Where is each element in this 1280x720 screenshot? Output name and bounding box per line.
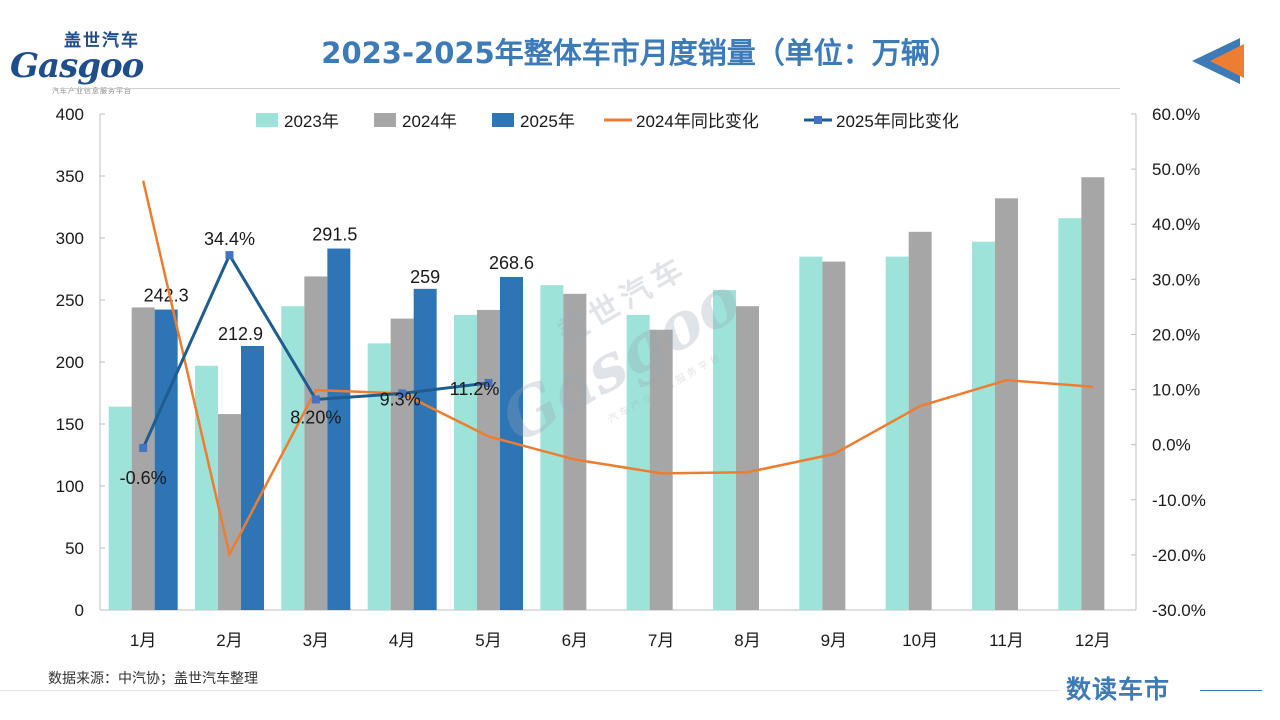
y-right-tick-label: -20.0% [1152, 546, 1206, 565]
y-right-tick-label: -10.0% [1152, 491, 1206, 510]
bar-label-2025: 259 [410, 267, 440, 287]
bar-2024年 [477, 309, 500, 610]
x-tick-label: 8月 [734, 631, 760, 650]
sales-chart: 0 50 100 150 200 250 300 350 400 -30.0% -20.0% -10.… [56, 105, 1206, 650]
x-tick-label: 4月 [389, 631, 415, 650]
bar-2023年 [281, 306, 305, 610]
marker-2025-yoy [484, 378, 493, 387]
bar-2025年 [327, 248, 351, 611]
y-right-tick-label: 30.0% [1152, 270, 1200, 289]
footer-divider [0, 690, 1060, 691]
chart-title: 2023-2025年整体车市月度销量（单位：万辆） [321, 36, 959, 70]
y-right-tick-label: 10.0% [1152, 381, 1200, 400]
bar-2024年 [1081, 177, 1105, 611]
legend-label: 2025年 [520, 112, 575, 131]
bar-2023年 [540, 285, 564, 610]
x-tick-label: 9月 [821, 631, 847, 650]
bar-2023年 [626, 314, 650, 610]
y-left-tick-label: 250 [56, 291, 84, 310]
y-right-tick-label: -30.0% [1152, 601, 1206, 620]
marker-2025-yoy [398, 389, 407, 398]
bar-2023年 [972, 241, 995, 610]
line-label-2025-yoy: 34.4% [204, 229, 255, 249]
bar-2023年 [454, 314, 477, 610]
x-tick-label: 10月 [902, 631, 938, 650]
data-source: 数据来源：中汽协；盖世汽车整理 [48, 671, 258, 687]
y-right-tick-label: 0.0% [1152, 436, 1191, 455]
line-label-2025-yoy: 11.2% [450, 379, 500, 399]
legend-swatch [374, 113, 396, 127]
legend-swatch [256, 113, 278, 127]
bar-label-2025: 268.6 [489, 253, 534, 273]
bar-2023年 [713, 290, 736, 610]
bar-label-2025: 212.9 [218, 324, 263, 344]
bar-2023年 [108, 406, 132, 610]
y-right-tick-label: 60.0% [1152, 105, 1200, 124]
y-right-tick-label: 50.0% [1152, 160, 1200, 179]
bar-2025年 [241, 346, 264, 610]
logo-cn-text: 盖世汽车 [64, 31, 140, 51]
bar-label-bg [395, 262, 456, 287]
logo-sub-text: 汽车产业信息服务平台 [52, 87, 132, 95]
marker-2025-yoy [311, 395, 320, 404]
corner-arrow-icon [1192, 38, 1244, 84]
bar-2025年 [154, 309, 178, 610]
line-label-2025-yoy: -0.6% [120, 468, 167, 488]
bar-2024年 [304, 276, 328, 610]
bar-label-bg [210, 320, 271, 345]
bar-2024年 [995, 198, 1018, 610]
legend-label: 2025年同比变化 [836, 112, 959, 131]
bar-label-bg [481, 248, 542, 273]
x-tick-label: 1月 [130, 631, 156, 650]
y-left-tick-label: 0 [75, 601, 84, 620]
y-left-tick-label: 400 [56, 105, 84, 124]
y-left-tick-label: 50 [65, 539, 84, 558]
legend-label: 2024年 [402, 112, 457, 131]
bar-2024年 [131, 307, 155, 610]
y-left-tick-label: 350 [56, 167, 84, 186]
bar-label-2025: 291.5 [312, 225, 357, 245]
line-2024年同比变化 [141, 180, 1093, 558]
bar-2024年 [736, 306, 759, 610]
x-tick-label: 12月 [1075, 631, 1111, 650]
brand-underline [1200, 690, 1262, 691]
bar-2024年 [390, 318, 414, 610]
x-tick-label: 3月 [303, 631, 329, 650]
gasgoo-logo: 盖世汽车 Gasgoo 汽车产业信息服务平台 [6, 26, 166, 96]
bar-label-bg [304, 220, 365, 245]
y-right-tick-label: 20.0% [1152, 325, 1200, 344]
bar-2024年 [563, 293, 587, 610]
legend-label: 2024年同比变化 [636, 112, 759, 131]
bar-2025年 [413, 288, 437, 610]
y-left-tick-label: 150 [56, 415, 84, 434]
marker-2025-yoy [225, 251, 234, 260]
bar-2023年 [799, 256, 823, 610]
x-tick-label: 2月 [216, 631, 242, 650]
line-label-2025-yoy: 9.3% [380, 389, 421, 409]
bar-2023年 [367, 343, 391, 610]
marker-2025-yoy [139, 443, 148, 452]
bar-2024年 [649, 329, 673, 610]
y-right-tick-label: 40.0% [1152, 215, 1200, 234]
x-tick-label: 5月 [475, 631, 501, 650]
bar-2024年 [908, 231, 932, 611]
y-left-tick-label: 100 [56, 477, 84, 496]
legend-swatch [492, 113, 514, 127]
logo-en-text: Gasgoo [10, 46, 144, 86]
x-tick-label: 11月 [989, 631, 1024, 650]
y-left-tick-label: 300 [56, 229, 84, 248]
bar-2024年 [822, 261, 846, 610]
x-tick-label: 7月 [648, 631, 674, 650]
column-brand: 数读车市 [1066, 675, 1171, 704]
legend-label: 2023年 [284, 112, 339, 131]
x-tick-label: 6月 [562, 631, 588, 650]
title-divider [60, 88, 1120, 89]
bar-label-2025: 242.3 [144, 286, 189, 306]
line-label-2025-yoy: 8.20% [290, 407, 341, 427]
y-left-tick-label: 200 [56, 353, 84, 372]
legend-marker [814, 116, 822, 124]
bar-2023年 [1058, 218, 1082, 610]
bar-2024年 [218, 414, 241, 610]
bar-2023年 [885, 256, 909, 610]
